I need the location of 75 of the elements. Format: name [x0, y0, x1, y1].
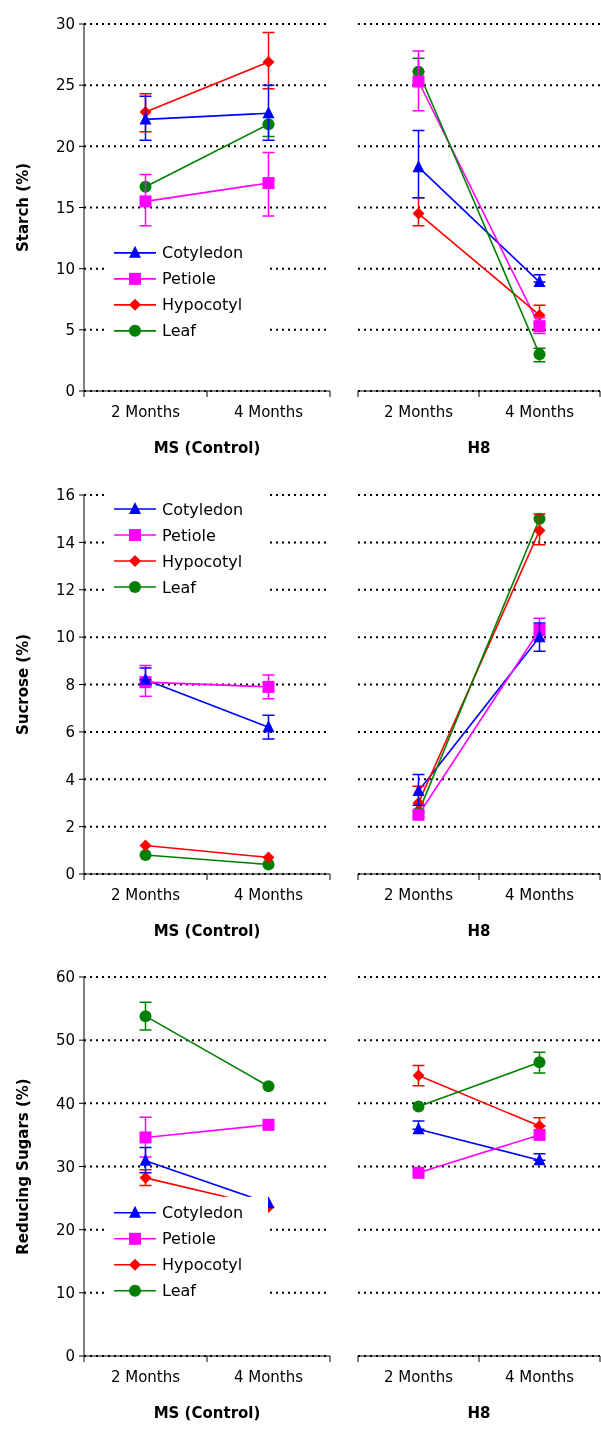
x-tick-label: 2 Months: [383, 886, 454, 904]
y-tick-label: 50: [55, 1031, 75, 1050]
point: [412, 207, 425, 220]
point: [533, 1056, 546, 1069]
y-tick-label: 0: [65, 865, 75, 884]
y-tick-label: 12: [55, 581, 75, 599]
y-tick-label: 30: [55, 15, 75, 34]
x-tick-label: 4 Months: [504, 403, 575, 421]
y-tick-label: 10: [55, 1284, 75, 1303]
x-tick-label: 2 Months: [383, 1368, 454, 1386]
y-axis-title: Starch (%): [14, 162, 32, 253]
x-tick-label: 4 Months: [504, 886, 575, 904]
y-tick-label: 0: [65, 1347, 75, 1366]
y-tick-label: 40: [55, 1094, 75, 1113]
point: [262, 55, 275, 68]
point: [262, 1118, 275, 1131]
y-tick-label: 4: [65, 770, 75, 789]
x-tick-label: 4 Months: [233, 403, 304, 421]
x-tick-label: 2 Months: [110, 886, 181, 904]
y-tick-label: 10: [55, 628, 75, 647]
legend-label: Petiole: [162, 269, 216, 289]
legend-label: Leaf: [162, 577, 197, 597]
point: [533, 1128, 546, 1141]
y-tick-label: 25: [55, 76, 75, 95]
y-tick-label: 60: [55, 968, 75, 987]
y-tick-label: 20: [55, 1220, 75, 1239]
y-axis-title: Sucrose (%): [14, 633, 32, 736]
point: [412, 75, 425, 88]
point: [139, 839, 152, 852]
point: [262, 1080, 275, 1093]
legend-label: Hypocotyl: [162, 551, 243, 571]
point: [139, 1010, 152, 1023]
legend-label: Petiole: [162, 1229, 216, 1249]
y-tick-label: 0: [65, 382, 75, 401]
y-tick-label: 15: [55, 198, 75, 217]
y-tick-label: 8: [65, 675, 75, 694]
point: [533, 524, 546, 537]
y-tick-label: 6: [65, 723, 75, 742]
x-tick-label: 4 Months: [504, 1368, 575, 1386]
y-tick-label: 20: [55, 137, 75, 156]
point: [412, 1166, 425, 1179]
x-axis-title: H8: [467, 1404, 491, 1422]
legend-label: Hypocotyl: [162, 1255, 243, 1275]
point: [262, 851, 275, 864]
x-tick-label: 4 Months: [233, 886, 304, 904]
x-axis-title: H8: [467, 922, 491, 940]
x-tick-label: 2 Months: [110, 1368, 181, 1386]
x-axis-title: MS (Control): [153, 439, 261, 457]
point: [139, 195, 152, 208]
point: [412, 1100, 425, 1113]
point: [262, 680, 275, 693]
y-axis-title: Reducing Sugars (%): [14, 1078, 32, 1255]
x-axis-title: MS (Control): [153, 1404, 261, 1422]
y-tick-label: 30: [55, 1157, 75, 1176]
point: [533, 320, 546, 333]
legend-label: Leaf: [162, 1281, 197, 1301]
x-axis-title: MS (Control): [153, 922, 261, 940]
x-tick-label: 2 Months: [383, 403, 454, 421]
y-tick-label: 10: [55, 259, 75, 278]
y-tick-label: 14: [55, 533, 75, 552]
legend-label: Cotyledon: [162, 243, 244, 263]
point: [262, 177, 275, 190]
point: [412, 1069, 425, 1082]
x-axis-title: H8: [467, 439, 491, 457]
y-tick-label: 16: [55, 486, 75, 505]
x-tick-label: 4 Months: [233, 1368, 304, 1386]
legend-label: Cotyledon: [162, 499, 244, 519]
legend-label: Cotyledon: [162, 1203, 244, 1223]
point: [139, 1131, 152, 1144]
y-tick-label: 5: [65, 321, 75, 340]
legend-label: Hypocotyl: [162, 295, 243, 315]
legend-label: Petiole: [162, 525, 216, 545]
y-tick-label: 2: [65, 817, 75, 836]
legend-label: Leaf: [162, 321, 197, 341]
x-tick-label: 2 Months: [110, 403, 181, 421]
